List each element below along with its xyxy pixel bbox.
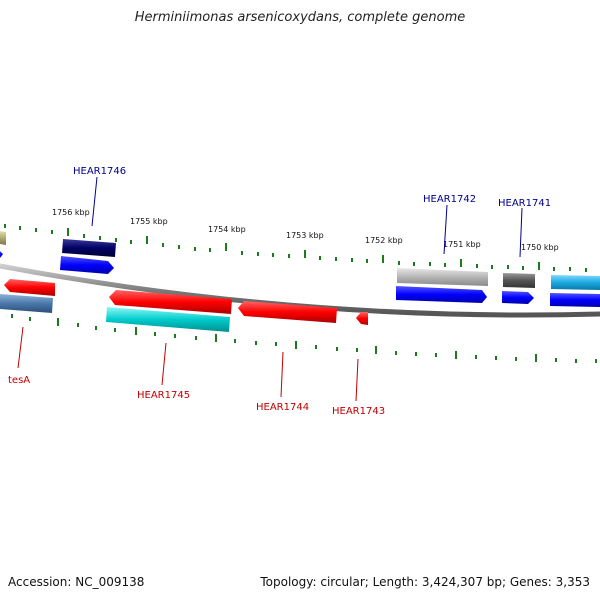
scale-label: 1753 kbp bbox=[286, 231, 324, 240]
forward-strand-features bbox=[0, 231, 600, 307]
inner-tick-track bbox=[11, 314, 597, 363]
gene-feature-sky[interactable] bbox=[551, 275, 600, 290]
gene-feature-khaki[interactable] bbox=[0, 231, 6, 245]
callout-line-hear1741 bbox=[519, 207, 523, 258]
gene-feature-hear1746[interactable] bbox=[62, 239, 116, 257]
callout-line-hear1742 bbox=[443, 204, 448, 255]
gene-label-hear1745[interactable]: HEAR1745 bbox=[137, 390, 190, 401]
gene-label-hear1744[interactable]: HEAR1744 bbox=[256, 402, 309, 413]
callout-line-tesa bbox=[17, 326, 24, 369]
scale-label: 1756 kbp bbox=[52, 208, 90, 217]
callout-line-hear1743 bbox=[355, 358, 359, 402]
genome-summary-text: Topology: circular; Length: 3,424,307 bp… bbox=[260, 575, 590, 589]
reverse-strand-features bbox=[0, 279, 368, 332]
callout-line-hear1746 bbox=[91, 176, 98, 227]
gene-arrow-blue-edge[interactable] bbox=[0, 251, 3, 258]
gene-label-tesa[interactable]: tesA bbox=[8, 375, 30, 386]
gene-label-hear1741[interactable]: HEAR1741 bbox=[498, 198, 551, 209]
gene-arrow-blue[interactable] bbox=[550, 293, 600, 307]
scale-label: 1754 kbp bbox=[208, 225, 246, 234]
gene-label-hear1742[interactable]: HEAR1742 bbox=[423, 194, 476, 205]
gene-arrow-hear1745[interactable] bbox=[109, 290, 232, 314]
gene-feature-cyan[interactable] bbox=[106, 307, 230, 332]
gene-arrow-hear1743[interactable] bbox=[356, 312, 368, 325]
gene-feature-steel[interactable] bbox=[0, 294, 53, 313]
scale-label: 1751 kbp bbox=[443, 240, 481, 249]
gene-arrow-hear1744[interactable] bbox=[238, 301, 337, 323]
gene-label-hear1743[interactable]: HEAR1743 bbox=[332, 406, 385, 417]
outer-tick-track bbox=[4, 224, 587, 272]
accession-text: Accession: NC_009138 bbox=[8, 575, 145, 589]
genome-title: Herminiimonas arsenicoxydans, complete g… bbox=[134, 10, 466, 25]
gene-feature-hear1742[interactable] bbox=[397, 268, 488, 286]
scale-label: 1750 kbp bbox=[521, 243, 559, 252]
gene-feature-hear1741[interactable] bbox=[503, 273, 535, 288]
callout-line-hear1745 bbox=[161, 342, 167, 386]
gene-arrow-blue[interactable] bbox=[502, 291, 534, 304]
gene-arrow-blue[interactable] bbox=[396, 286, 487, 303]
gene-arrow-blue[interactable] bbox=[60, 256, 114, 274]
gene-arrow-tesa[interactable] bbox=[4, 279, 55, 296]
scale-label: 1752 kbp bbox=[365, 236, 403, 245]
scale-label: 1755 kbp bbox=[130, 217, 168, 226]
callout-line-hear1744 bbox=[280, 351, 284, 398]
gene-label-hear1746[interactable]: HEAR1746 bbox=[73, 166, 126, 177]
